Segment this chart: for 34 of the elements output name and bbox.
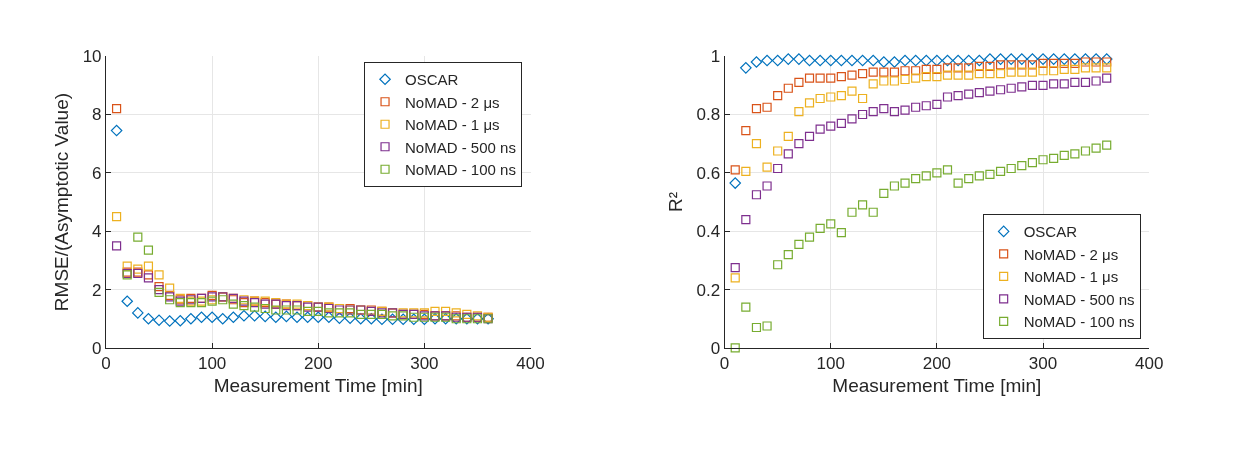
- y-tick-label: 4: [92, 222, 102, 242]
- y-tick-label: 0: [710, 338, 721, 358]
- x-axis-title: Measurement Time [min]: [832, 375, 1042, 397]
- y-tick-label: 6: [92, 163, 102, 183]
- y-axis-title: RMSE/(Asymptotic Value): [51, 92, 73, 312]
- y-axis-title: R²: [665, 192, 687, 213]
- x-tick-label: 200: [922, 354, 952, 374]
- y-tick-label: 0: [92, 338, 102, 358]
- y-tick-label: 0.6: [696, 163, 721, 183]
- legend-label: NoMAD - 1 μs: [1023, 268, 1119, 286]
- x-tick-label: 400: [516, 354, 545, 374]
- y-tick-label: 0.4: [696, 222, 721, 242]
- legend-label: OSCAR: [1023, 223, 1078, 241]
- legend-label: NoMAD - 100 ns: [405, 161, 516, 179]
- x-tick-label: 400: [1134, 354, 1164, 374]
- y-tick-label: 0.8: [696, 105, 721, 125]
- y-tick-label: 0.2: [696, 280, 721, 300]
- legend-label: NoMAD - 100 ns: [1023, 313, 1135, 331]
- y-tick-label: 1: [710, 47, 721, 67]
- x-axis-title: Measurement Time [min]: [213, 375, 423, 397]
- legend-label: NoMAD - 1 μs: [405, 116, 500, 134]
- y-tick-label: 2: [92, 280, 102, 300]
- legend-label: NoMAD - 500 ns: [1023, 290, 1135, 308]
- x-tick-label: 300: [1028, 354, 1058, 374]
- x-tick-label: 200: [304, 354, 333, 374]
- x-tick-label: 300: [410, 354, 439, 374]
- y-tick-label: 8: [92, 105, 102, 125]
- x-tick-label: 100: [197, 354, 227, 374]
- legend-label: OSCAR: [405, 71, 459, 89]
- legend-label: NoMAD - 2 μs: [405, 93, 500, 111]
- legend-label: NoMAD - 500 ns: [405, 138, 516, 156]
- x-tick-label: 100: [816, 354, 845, 374]
- y-tick-label: 10: [82, 47, 102, 67]
- legend-label: NoMAD - 2 μs: [1023, 245, 1119, 263]
